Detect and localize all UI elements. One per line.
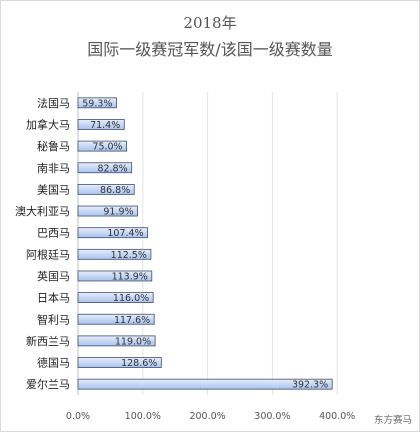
bar-6 [77,227,148,239]
value-label: 119.0% [115,336,151,347]
bar-13 [77,378,333,390]
bar-1 [77,119,125,130]
value-label: 71.4% [90,120,120,131]
value-label: 91.9% [103,207,133,218]
x-tick-label: 300.0% [254,411,290,422]
category-label: 法国马 [37,96,70,110]
category-label: 阿根廷马 [26,247,70,261]
value-label: 113.9% [112,271,148,282]
bar-7 [77,248,152,260]
chart-subtitle: 国际一级赛冠军数/该国一级赛数量 [87,40,333,59]
bar-0 [77,97,117,109]
category-label: 加拿大马 [26,117,70,131]
value-label: 117.6% [114,315,150,326]
category-label: 美国马 [37,183,70,196]
category-label: 澳大利亚马 [15,204,70,218]
bar-11 [77,335,156,347]
bar-12 [77,357,162,368]
value-label: 75.0% [92,142,122,153]
category-label: 爱尔兰马 [26,378,70,391]
value-label: 112.5% [111,250,147,261]
bar-3 [77,162,133,174]
x-tick-label: 100.0% [125,411,161,422]
category-label: 日本马 [37,291,70,305]
category-label: 南非马 [37,162,70,175]
value-label: 128.6% [121,358,157,369]
category-label: 德国马 [37,356,70,370]
x-tick-label: 400.0% [319,411,355,422]
x-tick-label: 0.0% [66,411,90,422]
x-tick-label: 200.0% [189,411,225,422]
value-label: 392.3% [292,380,328,391]
bar-5 [77,205,138,217]
value-label: 86.8% [100,185,130,196]
category-label: 英国马 [37,269,70,283]
bar-8 [77,270,153,282]
category-label: 智利马 [37,312,70,326]
value-label: 59.3% [82,98,112,109]
bar-9 [77,292,154,304]
bar-4 [77,183,135,195]
bar-10 [77,313,155,325]
watermark-text: 东方赛马 [373,415,412,426]
category-label: 秘鲁马 [37,139,70,153]
category-label: 新西兰马 [26,334,70,348]
value-label: 82.8% [97,163,127,174]
category-label: 巴西马 [37,227,70,240]
value-label: 107.4% [107,228,143,239]
chart-title: 2018年 [183,14,237,32]
bar-2 [77,140,127,152]
value-label: 116.0% [113,293,149,304]
